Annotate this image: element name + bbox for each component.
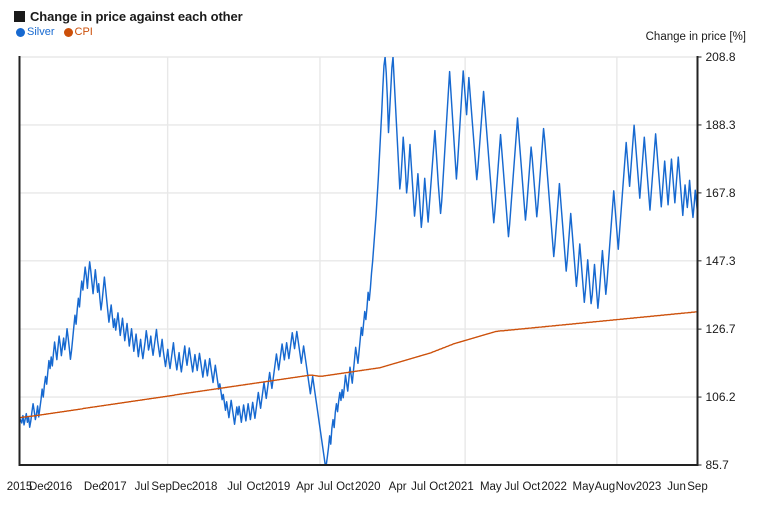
x-tick-label: Oct <box>336 481 354 493</box>
black-square-icon <box>14 11 25 22</box>
legend-label-silver: Silver <box>27 26 55 38</box>
x-tick-label: 2015 <box>6 481 33 493</box>
x-tick-label: Jul <box>411 481 426 493</box>
legend-item-silver[interactable]: Silver <box>16 27 55 38</box>
page-title: Change in price against each other <box>30 9 243 24</box>
y-tick-label: 147.3 <box>705 253 736 268</box>
x-tick-label: Oct <box>429 481 448 493</box>
x-tick-label: Oct <box>246 481 265 493</box>
series-line-silver <box>19 57 698 465</box>
x-tick-label: 2020 <box>354 481 381 493</box>
x-tick-label: Apr <box>296 481 314 493</box>
legend-color-dot-silver <box>16 28 25 37</box>
x-tick-label: Jun <box>667 481 686 493</box>
x-tick-label: May <box>572 481 595 493</box>
x-tick-label: 2017 <box>101 481 127 493</box>
x-tick-label: Dec <box>171 481 193 493</box>
x-tick-label: 2018 <box>191 481 218 493</box>
x-tick-label: Jul <box>504 481 520 493</box>
x-tick-label: Oct <box>522 481 541 493</box>
x-tick-label: Apr <box>388 481 407 493</box>
x-tick-label: 2023 <box>635 481 662 493</box>
x-tick-label: May <box>479 481 502 493</box>
x-tick-label: Dec <box>28 481 50 493</box>
y-tick-label: 167.8 <box>705 185 736 200</box>
x-tick-label: 2021 <box>448 481 474 493</box>
x-tick-label: Sep <box>687 481 708 493</box>
y-axis-title: Change in price [%] <box>645 31 746 43</box>
y-tick-label: 208.8 <box>705 50 736 64</box>
chart-legend: Silver CPI <box>16 27 93 38</box>
legend-item-cpi[interactable]: CPI <box>63 26 93 38</box>
x-tick-label: 2022 <box>541 481 567 493</box>
x-tick-label: Jul <box>134 481 150 493</box>
y-tick-label: 126.7 <box>705 322 736 337</box>
x-tick-label: Dec <box>83 481 105 493</box>
y-tick-label: 106.2 <box>705 390 736 405</box>
x-tick-label: Jul <box>227 481 242 493</box>
x-tick-label: Jul <box>317 481 333 493</box>
y-tick-label: 188.3 <box>705 117 736 132</box>
x-tick-label: 2016 <box>46 481 73 493</box>
x-tick-label: 2019 <box>264 481 291 493</box>
y-tick-label: 85.7 <box>705 458 729 472</box>
legend-label-cpi: CPI <box>74 26 93 38</box>
series-line-cpi <box>19 311 698 419</box>
x-tick-label: Nov <box>615 481 637 493</box>
x-tick-label: Sep <box>151 481 172 493</box>
legend-color-dot-cpi <box>63 28 73 37</box>
chart-header: Change in price against each other <box>14 9 243 24</box>
x-tick-label: Aug <box>594 481 616 493</box>
